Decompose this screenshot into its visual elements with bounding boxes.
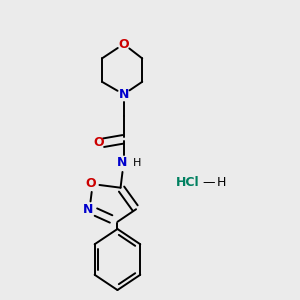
Text: O: O [86, 176, 96, 190]
Text: N: N [117, 156, 127, 169]
Text: N: N [118, 88, 129, 101]
Text: O: O [94, 136, 104, 149]
Text: —: — [203, 176, 215, 189]
Text: HCl: HCl [176, 176, 200, 189]
Text: H: H [133, 158, 141, 168]
Text: H: H [217, 176, 226, 189]
Text: O: O [118, 38, 129, 51]
Text: N: N [83, 203, 93, 216]
